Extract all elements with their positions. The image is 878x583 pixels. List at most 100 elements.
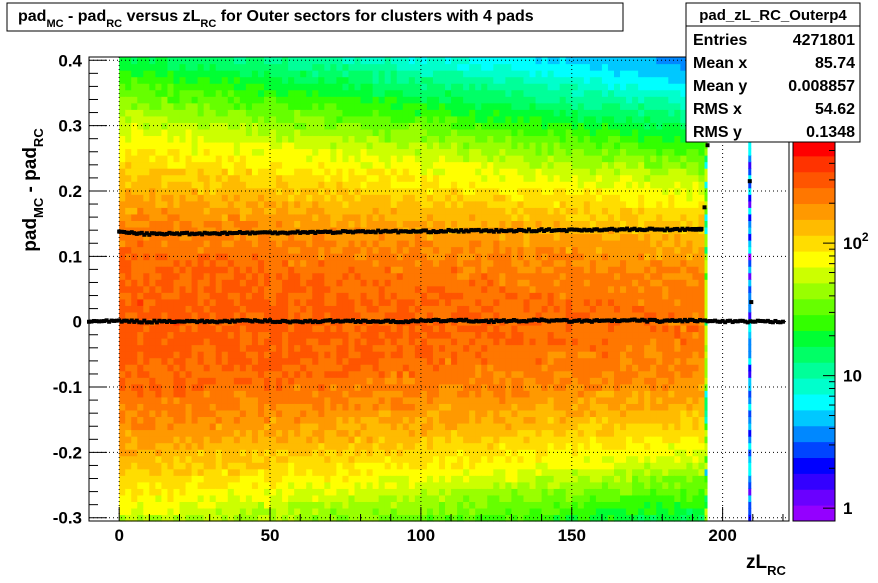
heatmap-cell <box>463 324 470 333</box>
heatmap-cell <box>408 220 416 228</box>
heatmap-cell <box>330 357 338 365</box>
heatmap-cell <box>233 102 241 110</box>
heatmap-cell <box>288 331 295 339</box>
heatmap-cell <box>469 63 476 71</box>
heatmap-cell <box>408 83 416 91</box>
heatmap-cell <box>505 324 513 333</box>
heatmap-cell <box>396 396 404 404</box>
heatmap-cell <box>251 63 259 71</box>
heatmap-cell <box>324 507 331 516</box>
heatmap-cell <box>282 324 289 333</box>
heatmap-cell <box>463 377 470 385</box>
heatmap-cell <box>420 57 428 65</box>
heatmap-cell <box>209 351 217 359</box>
heatmap-cell <box>288 507 295 516</box>
heatmap-cell <box>185 494 193 502</box>
heatmap-cell <box>276 89 283 97</box>
heatmap-cell <box>384 63 392 71</box>
heatmap-cell <box>173 462 181 470</box>
heatmap-cell <box>245 161 253 169</box>
heatmap-cell <box>185 57 193 65</box>
heatmap-cell <box>330 390 338 398</box>
heatmap-cell <box>270 494 277 502</box>
heatmap-cell <box>300 475 307 483</box>
heatmap-cell <box>354 377 362 385</box>
heatmap-cell <box>185 181 193 189</box>
heatmap-cell <box>414 220 422 228</box>
heatmap-cell <box>155 89 163 97</box>
heatmap-cell <box>312 292 319 300</box>
heatmap-cell <box>294 403 301 411</box>
heatmap-cell <box>143 403 150 411</box>
heatmap-cell <box>348 285 356 293</box>
heatmap-cell <box>420 468 428 476</box>
heatmap-cell <box>535 83 543 91</box>
heatmap-cell <box>475 200 482 208</box>
heatmap-cell <box>227 383 235 391</box>
heatmap-cell <box>354 488 362 496</box>
heatmap-cell <box>167 475 175 483</box>
heatmap-cell <box>439 351 446 359</box>
heatmap-cell <box>414 488 422 496</box>
heatmap-cell <box>529 311 537 320</box>
heatmap-cell <box>125 96 132 104</box>
heatmap-cell <box>288 135 295 143</box>
heatmap-cell <box>257 128 265 137</box>
heatmap-cell <box>523 514 531 522</box>
heatmap-cell <box>426 331 434 339</box>
heatmap-cell <box>288 494 295 502</box>
heatmap-cell <box>203 331 211 339</box>
heatmap-cell <box>336 285 344 293</box>
heatmap-cell <box>300 422 307 431</box>
heatmap-cell <box>264 83 271 91</box>
heatmap-cell <box>173 436 181 444</box>
heatmap-cell <box>348 70 356 78</box>
heatmap-cell <box>227 76 235 84</box>
heatmap-cell <box>451 324 458 333</box>
heatmap-cell <box>499 429 506 437</box>
heatmap-cell <box>481 370 488 378</box>
heatmap-cell <box>143 253 150 261</box>
heatmap-cell <box>215 57 223 65</box>
heatmap-cell <box>203 298 211 306</box>
heatmap-cell <box>264 475 271 483</box>
heatmap-cell <box>282 494 289 502</box>
heatmap-cell <box>137 70 144 78</box>
heatmap-cell <box>445 272 452 280</box>
heatmap-cell <box>318 462 325 470</box>
heatmap-cell <box>312 200 319 208</box>
heatmap-cell <box>197 324 205 333</box>
heatmap-cell <box>245 128 253 137</box>
heatmap-cell <box>125 455 132 463</box>
heatmap-cell <box>390 109 398 117</box>
heatmap-cell <box>396 357 404 365</box>
heatmap-cell <box>288 122 295 130</box>
heatmap-cell <box>167 76 175 84</box>
heatmap-cell <box>396 455 404 463</box>
heatmap-cell <box>155 128 163 137</box>
heatmap-cell <box>499 96 506 104</box>
heatmap-cell <box>203 377 211 385</box>
heatmap-cell <box>366 494 374 502</box>
heatmap-cell <box>384 436 392 444</box>
heatmap-cell <box>378 324 386 333</box>
heatmap-cell <box>511 305 519 313</box>
heatmap-cell <box>481 305 488 313</box>
heatmap-cell <box>300 63 307 71</box>
heatmap-cell <box>517 403 525 411</box>
heatmap-cell <box>432 370 440 378</box>
heatmap-cell <box>469 135 476 143</box>
heatmap-cell <box>487 96 494 104</box>
heatmap-cell <box>288 76 295 84</box>
heatmap-cell <box>372 220 380 228</box>
heatmap-cell <box>463 285 470 293</box>
heatmap-cell <box>336 338 344 346</box>
heatmap-cell <box>499 488 506 496</box>
heatmap-cell <box>270 285 277 293</box>
heatmap-cell <box>306 76 313 84</box>
heatmap-cell <box>324 429 331 437</box>
heatmap-cell <box>390 455 398 463</box>
heatmap-cell <box>300 351 307 359</box>
heatmap-cell <box>505 416 513 424</box>
heatmap-cell <box>457 442 464 450</box>
